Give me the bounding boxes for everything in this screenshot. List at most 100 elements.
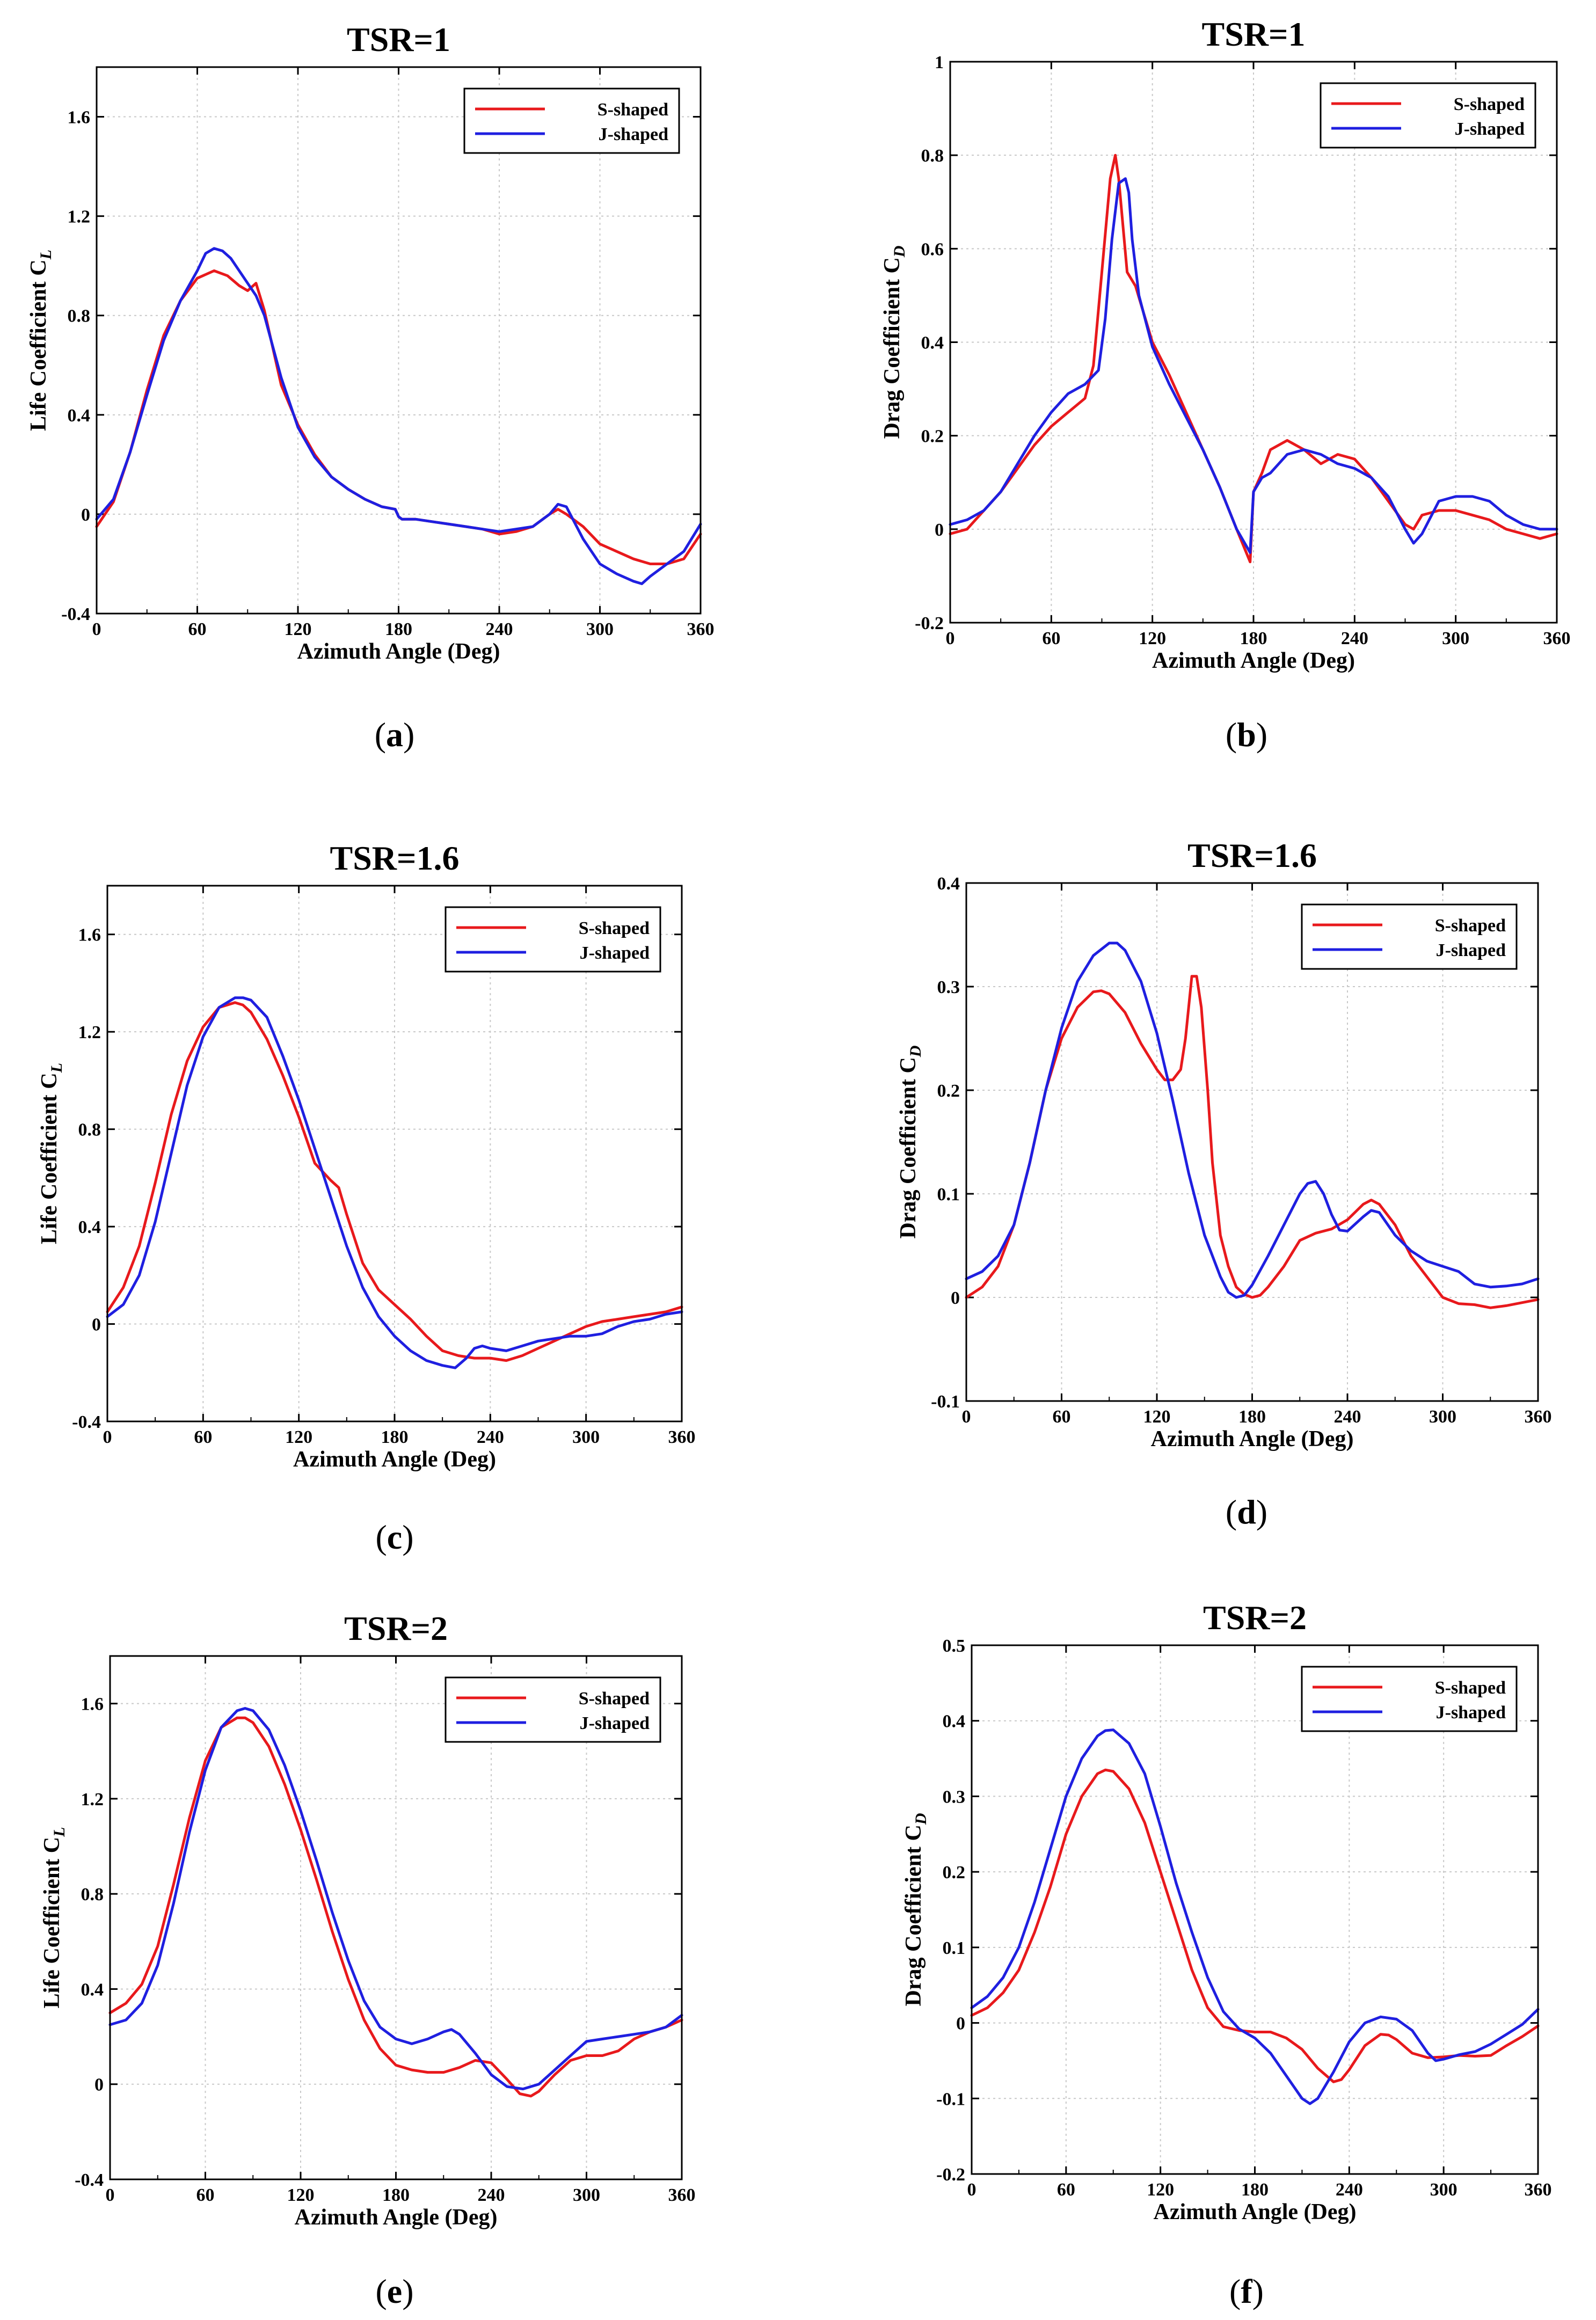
y-axis-label: Drag Coefficient CD (880, 246, 908, 439)
legend-box (444, 1676, 661, 1743)
y-tick-label: -0.1 (936, 2089, 965, 2109)
subfigure-label: (c) (375, 1518, 413, 1556)
x-tick-label: 300 (572, 1427, 600, 1447)
x-tick-label: 0 (106, 2185, 115, 2205)
y-tick-label: -0.4 (61, 604, 90, 624)
chart-title: TSR=1.6 (330, 839, 460, 877)
y-axis-label-text: Life Coefficient C (26, 259, 51, 431)
paren-open: ( (1226, 716, 1237, 754)
paren-close: ) (402, 2272, 413, 2310)
paren-close: ) (1256, 716, 1267, 754)
y-tick-label: 0.4 (921, 333, 944, 353)
y-tick-label: 0 (956, 2014, 965, 2034)
y-tick-label: 0.4 (943, 1712, 966, 1732)
legend-label-s-shaped: S-shaped (579, 918, 650, 938)
y-tick-label: 0 (935, 520, 944, 540)
series-line-s-shaped (965, 975, 1540, 1309)
subfigure-letter: e (387, 2272, 402, 2310)
legend-box (444, 906, 661, 973)
x-tick-label: 360 (668, 1427, 696, 1447)
y-tick-label: -0.1 (931, 1392, 960, 1412)
x-tick-label: 240 (477, 1427, 504, 1447)
legend-label-j-shaped: J-shaped (1436, 940, 1506, 960)
y-tick-label: 0.6 (921, 239, 944, 259)
y-tick-label: 0.3 (937, 977, 960, 997)
plot-frame (106, 885, 683, 1422)
legend-label-j-shaped: J-shaped (599, 125, 668, 144)
legend: S-shaped J-shaped (463, 87, 680, 154)
legend-box (1320, 82, 1536, 149)
legend-label-j-shaped: J-shaped (580, 1713, 650, 1733)
x-tick-label: 120 (285, 619, 312, 639)
x-axis-label: Azimuth Angle (Deg) (1154, 2200, 1357, 2224)
y-axis-label: Life Coefficient CL (37, 1063, 65, 1244)
x-tick-label: 240 (478, 2185, 505, 2205)
chart-title: TSR=1.6 (1187, 836, 1317, 874)
paren-close: ) (402, 1518, 413, 1556)
y-axis-label: Drag Coefficient CD (896, 1046, 924, 1239)
y-tick-label: -0.2 (915, 614, 944, 633)
subfigure-label: (e) (375, 2272, 413, 2310)
series-line-j-shaped (970, 1728, 1540, 2105)
y-tick-label: 1.2 (78, 1023, 101, 1042)
paren-open: ( (375, 2272, 387, 2310)
plot-frame (109, 1655, 683, 2180)
series-line-s-shaped (970, 1768, 1540, 2083)
y-tick-label: 0.1 (943, 1938, 966, 1958)
y-axis-label-subscript: D (912, 1813, 930, 1826)
paren-open: ( (375, 716, 386, 754)
x-tick-label: 60 (196, 2185, 215, 2205)
y-tick-label: 0.4 (68, 406, 91, 426)
plot-frame (96, 66, 702, 615)
y-tick-label: 1.2 (81, 1790, 104, 1810)
y-tick-label: 0.1 (937, 1185, 960, 1205)
y-tick-label: 0.8 (81, 1885, 104, 1905)
series-line-j-shaped (108, 1707, 683, 2091)
series-line-j-shaped (95, 247, 702, 585)
x-tick-label: 240 (1334, 1407, 1361, 1427)
plot-frame (965, 882, 1539, 1402)
chart-panel-a: 0 60 120 180 240 300 360-0.400.40.81.21.6TSR=1… (26, 20, 715, 754)
plot-frame (971, 1644, 1539, 2175)
x-tick-label: 300 (1442, 629, 1469, 648)
legend-label-j-shaped: J-shaped (580, 943, 650, 963)
x-tick-label: 240 (1341, 629, 1368, 648)
legend: S-shaped J-shaped (1320, 82, 1536, 149)
y-tick-label: 0 (92, 1315, 101, 1335)
x-tick-label: 180 (1238, 1407, 1266, 1427)
legend: S-shaped J-shaped (444, 1676, 661, 1743)
legend: S-shaped J-shaped (1301, 1666, 1518, 1732)
y-tick-label: 0.4 (937, 874, 960, 894)
legend-box (463, 87, 680, 154)
plot-frame (949, 61, 1558, 624)
x-tick-label: 60 (1042, 629, 1060, 648)
y-tick-label: 0.3 (943, 1787, 966, 1807)
y-tick-label: 0 (951, 1288, 960, 1308)
y-axis-label: Life Coefficient CL (26, 250, 55, 431)
chart-panel-f: 0 60 120 180 240 300 360 -0.2 -0.1 0 0.1 0.2 0.3 0.4 0… (901, 1599, 1552, 2310)
x-tick-label: 60 (1057, 2180, 1075, 2200)
x-tick-label: 120 (1147, 2180, 1174, 2200)
y-axis-label-text: Drag Coefficient C (880, 257, 905, 439)
x-tick-label: 120 (1139, 629, 1166, 648)
y-axis-label-subscript: L (50, 1827, 68, 1837)
subfigure-letter: c (387, 1518, 402, 1556)
x-tick-label: 180 (1240, 629, 1267, 648)
y-tick-label: -0.2 (936, 2165, 965, 2185)
y-tick-label: 0 (94, 2075, 104, 2095)
x-tick-label: 180 (385, 619, 412, 639)
subfigure-letter: b (1237, 716, 1256, 754)
paren-close: ) (1256, 1493, 1267, 1531)
x-tick-label: 0 (962, 1407, 971, 1427)
x-axis-label: Azimuth Angle (Deg) (297, 639, 500, 664)
x-tick-label: 0 (92, 619, 101, 639)
legend: S-shaped J-shaped (1301, 903, 1518, 970)
x-tick-label: 120 (285, 1427, 312, 1447)
paren-close: ) (403, 716, 414, 754)
y-tick-label: 1.6 (81, 1695, 104, 1715)
legend-box (1301, 903, 1518, 970)
legend-label-s-shaped: S-shaped (1454, 94, 1525, 114)
x-tick-label: 240 (486, 619, 513, 639)
y-tick-label: 0.8 (78, 1120, 101, 1140)
